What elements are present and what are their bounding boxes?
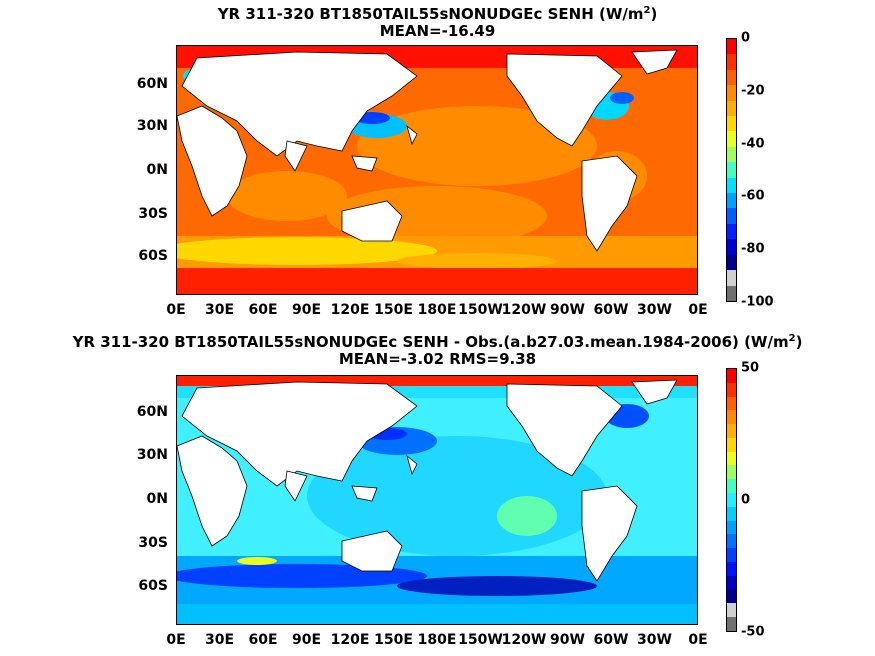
panel1-subtitle: MEAN=-16.49 — [379, 22, 496, 40]
panel1-lat-label: 60N — [136, 76, 168, 92]
panel2-lat-label: 30S — [138, 535, 168, 551]
panel1-title: YR 311-320 BT1850TAIL55sNONUDGEc SENH (W… — [217, 5, 658, 23]
panel2-colorbar-tick: 50 — [741, 360, 760, 376]
panel2-lon-label: 150W — [458, 632, 503, 648]
panel2-colorbar-segment — [727, 493, 736, 507]
panel1-lat-label: 30S — [138, 206, 168, 222]
panel2-colorbar-segment — [727, 520, 736, 535]
panel2-colorbar-segment — [727, 548, 736, 562]
panel2-lon-label: 60W — [593, 632, 629, 648]
panel1-colorbar-segment — [727, 100, 736, 117]
panel1-lon-label: 90E — [291, 302, 322, 318]
panel1-colorbar-segment — [727, 85, 736, 101]
panel2-colorbar-segment — [727, 410, 736, 425]
panel2-colorbar — [726, 368, 737, 632]
panel1-colorbar-tick: -60 — [741, 188, 765, 204]
panel2-colorbar-tick: 0 — [741, 492, 751, 508]
panel2-map — [176, 375, 698, 625]
panel2-lat-label: 60N — [136, 404, 168, 420]
panel1-colorbar-segment — [727, 177, 736, 194]
panel1-lon-label: 30W — [637, 302, 672, 318]
panel2-lon-label: 90E — [291, 632, 322, 648]
panel2-colorbar-segment — [727, 396, 736, 411]
panel1-colorbar-segment — [727, 270, 736, 286]
panel1-colorbar-segment — [727, 69, 736, 86]
panel2-lon-label: 150E — [374, 632, 413, 648]
panel2-colorbar-segment — [727, 575, 736, 590]
panel1-colorbar-segment — [727, 146, 736, 163]
panel2-lon-label: 90W — [550, 632, 585, 648]
panel1-colorbar-segment — [727, 116, 736, 132]
panel2-colorbar-segment — [727, 506, 736, 521]
panel2-lon-label: 0E — [166, 632, 186, 648]
panel1-lon-label: 30E — [204, 302, 235, 318]
panel1-lon-label: 120E — [330, 302, 370, 318]
panel2-colorbar-segment — [727, 382, 736, 397]
panel1-lon-label: 0E — [688, 302, 708, 318]
panel1-colorbar — [726, 38, 737, 302]
panel2-colorbar-segment — [727, 451, 736, 466]
panel2-subtitle: MEAN=-3.02 RMS=9.38 — [338, 350, 537, 368]
panel1-colorbar-segment — [727, 208, 736, 224]
panel1-lon-label: 180E — [417, 302, 457, 318]
panel1-colorbar-segment — [727, 239, 736, 255]
panel2-lon-label: 120W — [501, 632, 547, 648]
panel1-colorbar-segment — [727, 39, 736, 55]
panel1-lon-label: 150W — [458, 302, 503, 318]
panel2-colorbar-segment — [727, 589, 736, 604]
panel1-colorbar-segment — [727, 285, 736, 301]
panel1-colorbar-segment — [727, 254, 736, 271]
panel2-colorbar-segment — [727, 479, 736, 494]
panel1-colorbar-tick: 0 — [741, 30, 751, 46]
panel2-colorbar-segment — [727, 369, 736, 383]
panel2-colorbar-segment — [727, 561, 736, 576]
panel2-colorbar-segment — [727, 603, 736, 618]
panel1-colorbar-segment — [727, 54, 736, 70]
panel2-lon-label: 0E — [688, 632, 708, 648]
panel1-lon-label: 90W — [550, 302, 585, 318]
panel1-lat-label: 30N — [136, 118, 168, 134]
panel1-lon-label: 150E — [374, 302, 413, 318]
panel1-lon-label: 120W — [501, 302, 547, 318]
panel1-colorbar-tick: -80 — [741, 241, 765, 257]
panel1-colorbar-tick: -100 — [741, 294, 774, 310]
panel2-lon-label: 180E — [417, 632, 457, 648]
panel2-lat-label: 30N — [136, 447, 168, 463]
panel2-colorbar-tick: -50 — [741, 624, 765, 640]
panel2-colorbar-segment — [727, 617, 736, 631]
panel2-lon-label: 120E — [330, 632, 370, 648]
panel1-lon-label: 0E — [166, 302, 186, 318]
panel1-colorbar-tick: -20 — [741, 83, 765, 99]
panel1-colorbar-segment — [727, 223, 736, 240]
panel2-colorbar-segment — [727, 465, 736, 480]
panel2-lon-label: 60E — [248, 632, 278, 648]
panel1-lon-label: 60W — [593, 302, 629, 318]
panel2-lat-label: 60S — [138, 578, 168, 594]
panel2-lon-label: 30W — [637, 632, 672, 648]
panel1-lat-label: 60S — [138, 248, 168, 264]
panel2-colorbar-segment — [727, 424, 736, 438]
panel2-lat-label: 0N — [146, 491, 168, 507]
panel1-colorbar-segment — [727, 193, 736, 209]
panel2-title: YR 311-320 BT1850TAIL55sNONUDGEc SENH - … — [72, 333, 803, 351]
panel2-colorbar-segment — [727, 534, 736, 549]
panel1-colorbar-tick: -40 — [741, 136, 765, 152]
panel2-colorbar-segment — [727, 437, 736, 452]
panel1-colorbar-segment — [727, 131, 736, 147]
panel1-map — [176, 45, 698, 295]
panel1-lon-label: 60E — [248, 302, 278, 318]
panel1-lat-label: 0N — [146, 162, 168, 178]
panel1-colorbar-segment — [727, 162, 736, 178]
panel2-lon-label: 30E — [204, 632, 235, 648]
